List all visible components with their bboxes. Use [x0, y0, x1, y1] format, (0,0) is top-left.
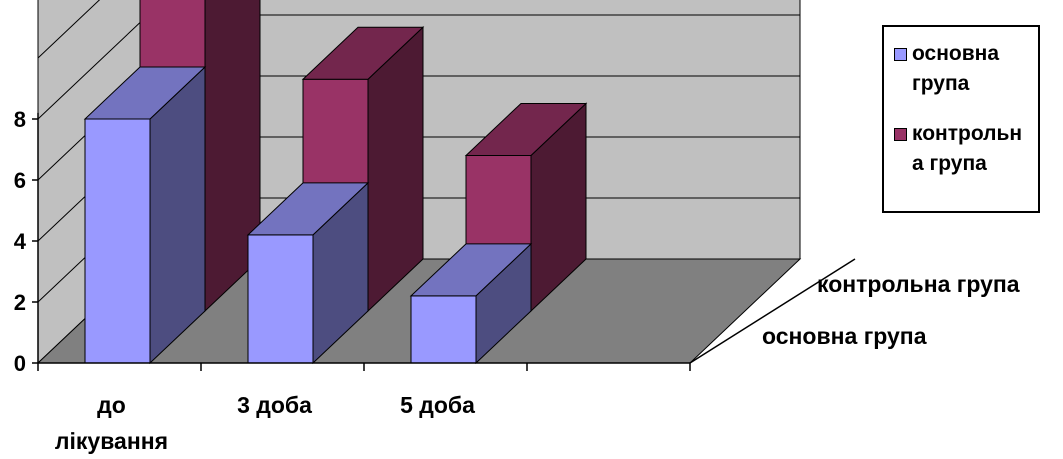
bar-main-group	[83, 65, 207, 365]
legend-swatch	[894, 128, 907, 141]
depth-axis-label: основна група	[762, 323, 927, 349]
axes	[32, 112, 856, 371]
bar-main-group	[246, 181, 370, 365]
x-tick-label: лікування	[55, 428, 168, 454]
depth-axis-label: контрольна група	[817, 271, 1020, 297]
legend-label-line: контрольн	[912, 122, 1023, 145]
gridline	[37, 0, 101, 59]
x-tick-label: до	[97, 392, 126, 418]
bar-top-face	[83, 66, 207, 120]
y-tick-label: 2	[14, 290, 26, 315]
x-tick-label: 3 доба	[237, 392, 312, 418]
bar-top-face	[246, 182, 370, 236]
legend-label: основна група	[912, 39, 1042, 99]
legend-label-line: група	[912, 72, 970, 95]
bar-front-face	[410, 295, 477, 364]
bar-front-face	[84, 118, 151, 364]
bar-top-face	[409, 243, 533, 297]
y-tick-label: 4	[14, 229, 27, 254]
x-tick-label: 5 доба	[400, 392, 475, 418]
legend-label-line: основна	[912, 42, 1000, 65]
depth-axis-line	[689, 258, 856, 364]
bar-top-face	[301, 26, 425, 80]
y-tick-label: 6	[14, 168, 26, 193]
bar-main-group	[409, 242, 533, 365]
y-tick-label: 8	[14, 107, 26, 132]
legend-label: контрольн а група	[912, 119, 1042, 179]
legend-swatch	[894, 48, 907, 61]
series-main-bars	[83, 65, 533, 365]
legend: основна група контрольн а група	[882, 25, 1040, 213]
y-tick-label: 0	[14, 351, 26, 376]
legend-label-line: а група	[912, 152, 987, 175]
bar-front-face	[247, 234, 314, 364]
bar-top-face	[464, 102, 588, 156]
